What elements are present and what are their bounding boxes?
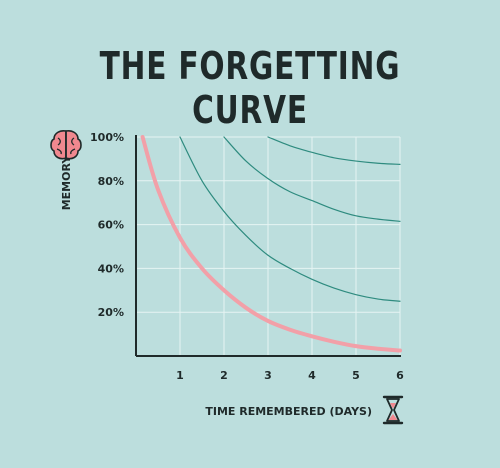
- y-tick-label: 60%: [98, 219, 124, 232]
- chart-title: THE FORGETTING CURVE: [99, 44, 401, 132]
- x-tick-label: 4: [308, 369, 316, 382]
- x-tick-label: 3: [264, 369, 272, 382]
- tick-labels: 1 2 3 4 5 6 20% 40% 60% 80% 100%: [90, 131, 404, 382]
- initial-forgetting-curve: [140, 135, 402, 353]
- x-tick-label: 1: [176, 369, 184, 382]
- review-curve-2: [223, 136, 401, 222]
- review-curve-3: [267, 136, 401, 165]
- x-tick-label: 5: [352, 369, 360, 382]
- y-tick-label: 20%: [98, 306, 124, 319]
- x-tick-label: 2: [220, 369, 228, 382]
- y-axis-label: MEMORY: [60, 155, 73, 211]
- brain-icon: [50, 130, 82, 160]
- x-tick-label: 6: [396, 369, 404, 382]
- y-tick-label: 100%: [90, 131, 124, 144]
- series-lines: [140, 135, 402, 353]
- x-axis-label: TIME REMEMBERED (DAYS): [205, 405, 372, 418]
- y-tick-label: 40%: [98, 262, 124, 275]
- axes: [135, 135, 401, 357]
- hourglass-icon: [382, 395, 404, 425]
- y-tick-label: 80%: [98, 175, 124, 188]
- review-curve-1: [179, 136, 401, 302]
